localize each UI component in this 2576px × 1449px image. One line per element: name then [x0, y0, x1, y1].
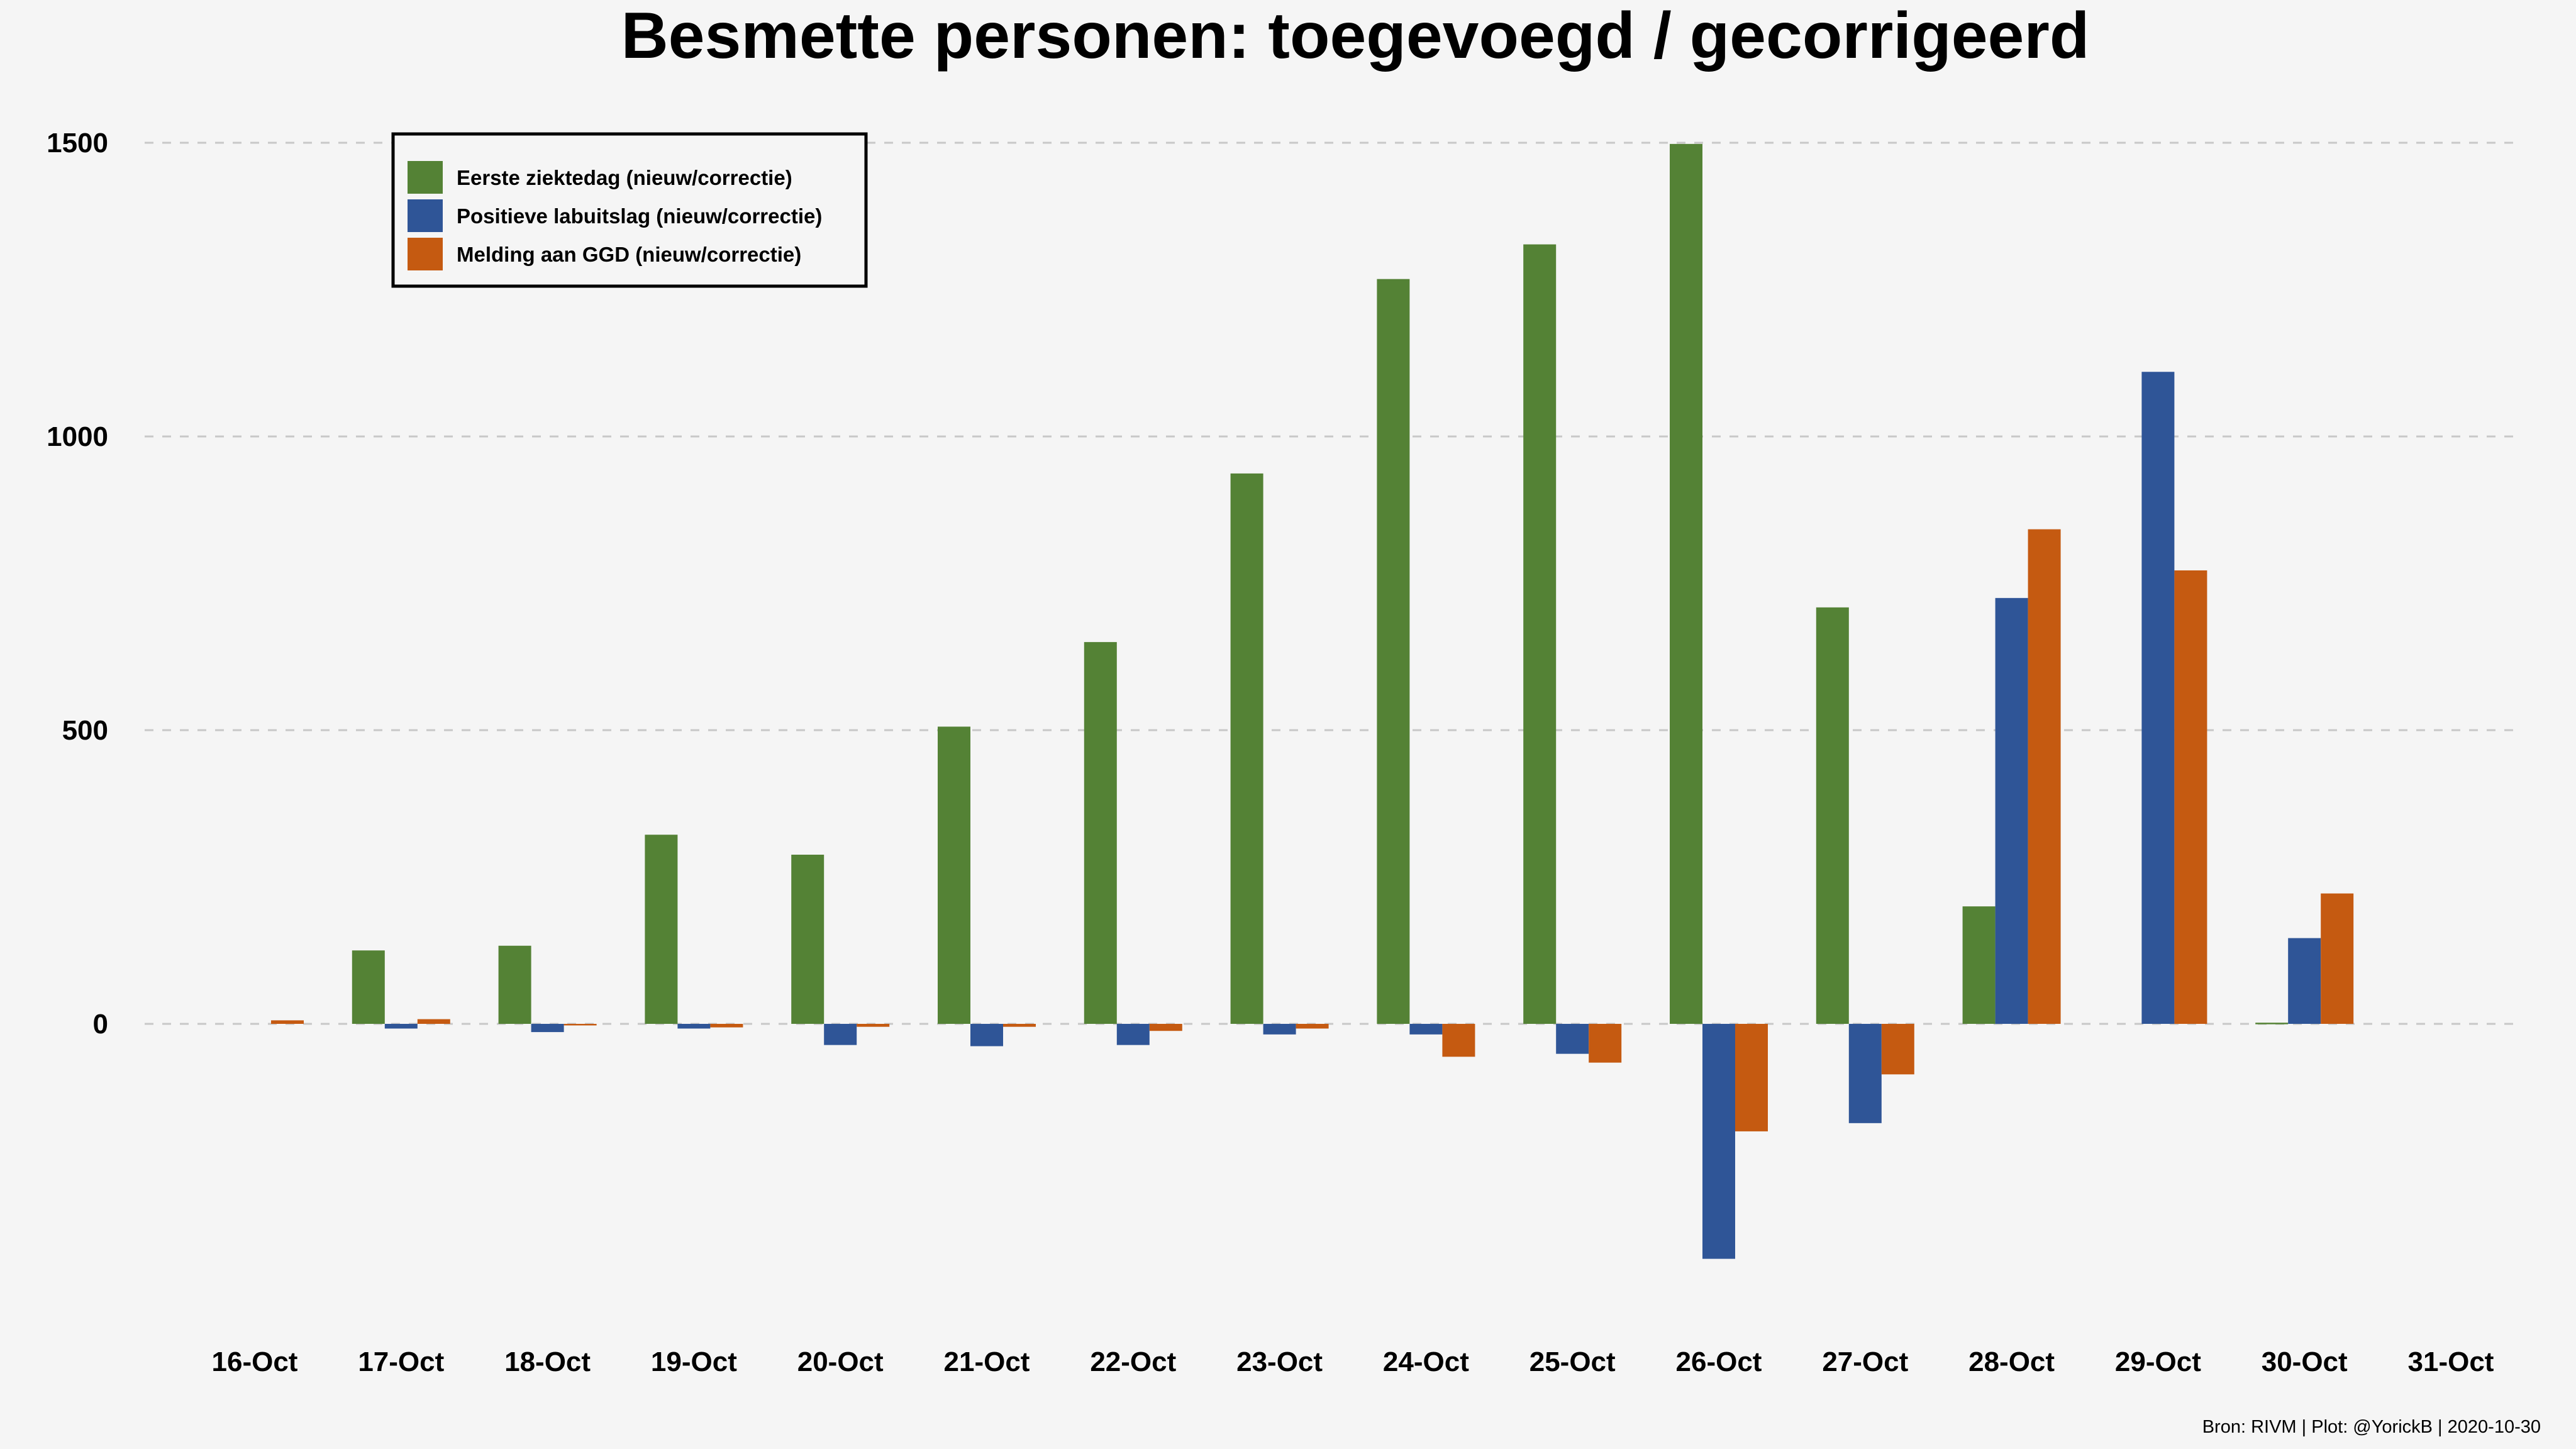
bar [791, 855, 824, 1024]
legend-swatch [408, 238, 443, 270]
y-tick-label: 500 [62, 715, 108, 746]
bar [857, 1024, 890, 1027]
legend-label: Melding aan GGD (nieuw/correctie) [457, 243, 801, 266]
x-tick-label: 23-Oct [1236, 1346, 1323, 1377]
bar [1816, 607, 1849, 1024]
x-tick-label: 29-Oct [2115, 1346, 2201, 1377]
x-tick-label: 30-Oct [2262, 1346, 2348, 1377]
legend: Eerste ziektedag (nieuw/correctie) Positi… [391, 132, 868, 288]
bar [417, 1019, 450, 1024]
bar [970, 1024, 1003, 1046]
legend-box [391, 132, 868, 288]
bar [1735, 1024, 1768, 1131]
legend-swatch [408, 161, 443, 194]
bar [1149, 1024, 1182, 1031]
x-tick-label: 25-Oct [1530, 1346, 1616, 1377]
bar [2141, 372, 2175, 1024]
bar [1084, 641, 1117, 1024]
x-tick-label: 31-Oct [2408, 1346, 2494, 1377]
x-tick-label: 22-Oct [1090, 1346, 1176, 1377]
x-tick-label: 21-Oct [944, 1346, 1030, 1377]
bar [1702, 1024, 1735, 1259]
bar [1442, 1024, 1475, 1057]
bar [1230, 473, 1263, 1024]
bar [531, 1024, 564, 1033]
legend-swatch [408, 199, 443, 232]
bar [498, 945, 531, 1024]
x-tick-label: 16-Oct [212, 1346, 298, 1377]
bar [1377, 279, 1410, 1024]
x-tick-label: 28-Oct [1968, 1346, 2055, 1377]
x-tick-label: 18-Oct [504, 1346, 591, 1377]
chart-title: Besmette personen: toegevoegd / gecorrig… [621, 0, 2090, 72]
bar [1881, 1024, 1914, 1075]
bar [824, 1024, 857, 1045]
bar [1995, 597, 2028, 1024]
legend-label: Positieve labuitslag (nieuw/correctie) [457, 204, 822, 228]
bar [1116, 1024, 1150, 1045]
bar [1523, 244, 1557, 1024]
bar [352, 950, 385, 1024]
y-tick-label: 1500 [47, 128, 108, 158]
bar [2028, 529, 2061, 1024]
bar [384, 1024, 418, 1029]
bar [1848, 1024, 1882, 1123]
y-axis-tick-labels: 0 500 1000 1500 [47, 128, 108, 1040]
bar [2255, 1023, 2289, 1024]
bar [1670, 143, 1702, 1024]
x-tick-label: 20-Oct [797, 1346, 884, 1377]
bar [645, 835, 678, 1024]
bar [564, 1024, 597, 1026]
bar [1556, 1024, 1589, 1054]
source-caption: Bron: RIVM | Plot: @YorickB | 2020-10-30 [2202, 1417, 2541, 1437]
bar [1263, 1024, 1296, 1035]
bar [1589, 1024, 1622, 1063]
bar [2288, 938, 2321, 1024]
x-axis-tick-labels: 16-Oct 17-Oct 18-Oct 19-Oct 20-Oct 21-Oct 22-O… [212, 1346, 2494, 1377]
bar [1296, 1024, 1329, 1029]
y-tick-label: 0 [93, 1009, 108, 1040]
bar [938, 726, 970, 1024]
bar [677, 1024, 711, 1029]
bar [271, 1020, 304, 1024]
x-tick-label: 27-Oct [1822, 1346, 1908, 1377]
bar [710, 1024, 743, 1028]
bar [2321, 893, 2354, 1024]
x-tick-label: 19-Oct [651, 1346, 737, 1377]
x-tick-label: 24-Oct [1383, 1346, 1469, 1377]
x-tick-label: 26-Oct [1676, 1346, 1762, 1377]
bars [271, 143, 2354, 1259]
bar [1962, 906, 1996, 1024]
bar [1409, 1024, 1443, 1035]
x-tick-label: 17-Oct [358, 1346, 444, 1377]
y-tick-label: 1000 [47, 421, 108, 452]
bar [2174, 570, 2207, 1024]
legend-label: Eerste ziektedag (nieuw/correctie) [457, 166, 792, 189]
bar [1003, 1024, 1036, 1027]
